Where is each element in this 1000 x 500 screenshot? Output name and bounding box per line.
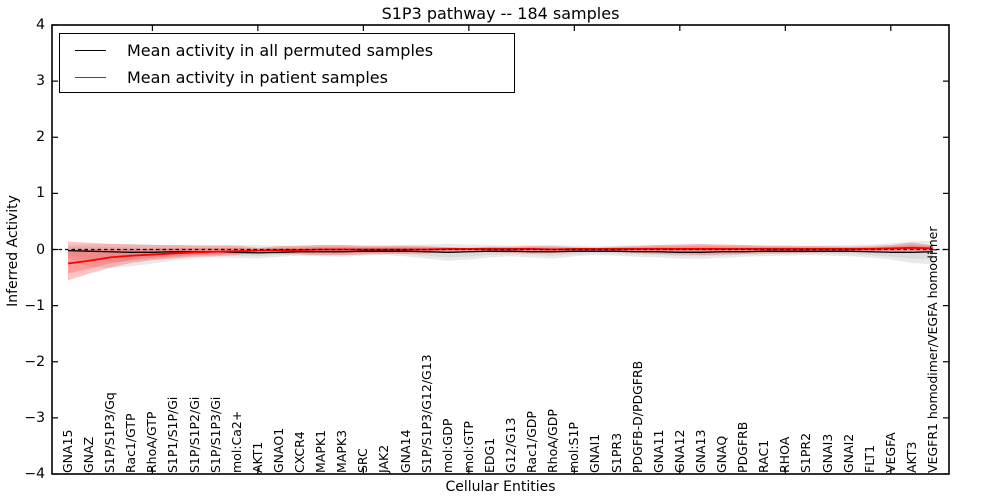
- y-tick-label: 2: [36, 129, 45, 146]
- x-category-label: S1PR3: [608, 432, 624, 473]
- y-tick-label: 3: [36, 73, 45, 90]
- y-tick-label: −2: [24, 353, 45, 370]
- x-category-label: RhoA/GTP: [144, 411, 160, 473]
- x-category-label: GNA12: [671, 429, 687, 474]
- x-category-label: VEGFA: [882, 432, 898, 473]
- y-tick-label: 1: [36, 185, 45, 202]
- x-category-label: FLT1: [861, 444, 877, 473]
- x-category-label: S1P/S1P2/Gi: [186, 396, 202, 473]
- x-category-label: AKT3: [903, 441, 919, 473]
- x-category-label: S1P/S1P3/G12/G13: [418, 354, 434, 473]
- legend-label-permuted: Mean activity in all permuted samples: [127, 41, 434, 60]
- x-category-label: PDGFB-D/PDGFRB: [629, 360, 645, 473]
- chart-title: S1P3 pathway -- 184 samples: [381, 4, 620, 23]
- legend: Mean activity in all permuted samples Me…: [59, 33, 515, 93]
- x-category-label: GNAO1: [270, 427, 286, 473]
- permuted-band-outer: [68, 240, 933, 269]
- legend-line-patient-icon: [75, 77, 106, 78]
- x-category-label: GNAI2: [840, 433, 856, 473]
- x-category-label: mol:S1P: [566, 422, 582, 473]
- x-category-label: S1PR2: [798, 432, 814, 473]
- legend-line-permuted-icon: [75, 50, 106, 51]
- x-category-label: PDGFRB: [735, 421, 751, 473]
- x-category-label: Rac1/GDP: [524, 411, 540, 473]
- legend-item-permuted: Mean activity in all permuted samples: [60, 37, 514, 64]
- x-category-label: MAPK1: [313, 429, 329, 473]
- x-category-label: S1P/S1P3/Gq: [102, 392, 118, 473]
- x-axis-label: Cellular Entities: [445, 479, 556, 495]
- y-tick-label: −3: [24, 409, 45, 426]
- x-category-label: JAK2: [376, 444, 392, 473]
- x-category-label: EDG1: [481, 437, 497, 473]
- x-category-label: Rac1/GTP: [123, 413, 139, 473]
- x-category-label: GNAQ: [714, 435, 730, 473]
- x-category-label: S1P1/S1P/Gi: [165, 396, 181, 473]
- x-category-label: SRC: [355, 448, 371, 473]
- x-category-label: GNAI3: [819, 433, 835, 473]
- y-tick-label: 4: [36, 17, 45, 33]
- x-category-label: GNAI1: [587, 433, 603, 473]
- x-category-label: RHOA: [777, 436, 793, 473]
- legend-label-patient: Mean activity in patient samples: [127, 68, 388, 87]
- legend-item-patient: Mean activity in patient samples: [60, 64, 514, 91]
- x-category-label: GNA14: [397, 429, 413, 474]
- x-category-label: RhoA/GDP: [545, 409, 561, 473]
- x-category-label: GNA11: [650, 429, 666, 474]
- y-tick-label: 0: [36, 241, 45, 258]
- x-category-label: mol:Ca2+: [228, 410, 244, 473]
- x-category-label: GNA13: [692, 429, 708, 474]
- x-category-label: S1P/S1P3/Gi: [207, 396, 223, 473]
- y-tick-label: −4: [24, 466, 45, 482]
- x-category-label: GNAZ: [81, 436, 97, 473]
- x-category-label: VEGFR1 homodimer/VEGFA homodimer: [925, 226, 940, 473]
- x-category-label: G12/G13: [503, 417, 519, 473]
- x-category-label: GNA15: [60, 429, 75, 474]
- x-category-label: mol:GDP: [439, 418, 455, 473]
- x-category-label: MAPK3: [334, 429, 350, 473]
- x-category-label: CXCR4: [292, 431, 308, 473]
- x-category-label: RAC1: [756, 439, 772, 473]
- y-tick-label: −1: [24, 297, 45, 314]
- x-category-label: mol:GTP: [460, 421, 476, 473]
- x-category-label: AKT1: [249, 441, 265, 473]
